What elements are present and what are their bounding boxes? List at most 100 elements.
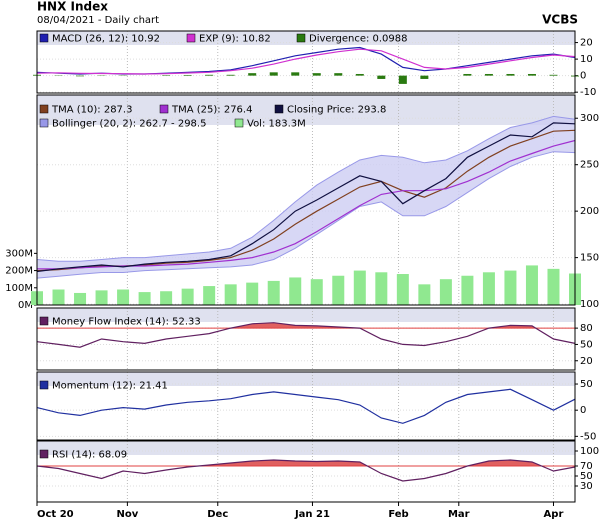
y-tick-label: 80 [580,323,593,334]
legend-label: RSI (14): 68.09 [52,450,127,461]
divergence-bar [484,73,493,76]
chart-subtitle: 08/04/2021 - Daily chart [37,15,159,26]
legend-swatch [159,104,169,114]
volume-bar [95,290,108,305]
divergence-bar [269,72,278,76]
bollinger-band [37,116,575,279]
y2-tick-label: 200M [5,266,33,277]
divergence-bar [527,73,536,76]
legend-strip [37,441,575,455]
y-tick-label: -50 [580,431,596,442]
volume-bar [289,277,302,305]
x-tick-label: Feb [388,509,408,520]
volume-bar [117,289,130,305]
y-tick-label: 300 [580,113,599,124]
legend-swatch [39,316,49,326]
volume-bar [52,289,65,305]
legend-swatch [274,104,284,114]
y-tick-label: 70 [580,461,593,472]
legend-label: Momentum (12): 21.41 [52,381,168,392]
legend-strip [37,31,575,45]
series-line [36,122,576,273]
x-tick-label: Apr [544,509,564,520]
legend-swatch [39,449,49,459]
volume-bar [418,284,431,305]
series-line [36,48,576,75]
legend-swatch [39,104,49,114]
y-tick-label: 250 [580,160,599,171]
x-tick-label: Nov [117,509,139,520]
y-tick-label: 100 [580,299,599,310]
divergence-bar [355,73,364,76]
y2-tick-label: 0M [18,300,33,311]
legend-label: Closing Price: 293.8 [287,105,386,116]
y-tick-label: 50 [580,379,593,390]
volume-bar [267,280,280,305]
volume-bar [246,282,259,305]
y-tick-label: 50 [580,471,593,482]
divergence-bar [312,73,321,76]
y-tick-label: 30 [580,481,593,492]
y2-tick-label: 100M [5,283,33,294]
divergence-bar [226,74,235,76]
y-tick-label: 10 [580,54,593,65]
volume-bar [439,279,452,305]
y2-tick-label: 300M [5,248,33,259]
bollinger-lower [36,151,576,279]
x-tick-label: Oct 20 [37,509,74,520]
volume-bar [203,286,216,305]
panel-frame [36,440,576,503]
y-tick-label: 0 [580,405,586,416]
volume-bar [482,272,495,305]
legend-swatch [234,118,244,128]
legend-label: Vol: 183.3M [247,119,306,130]
legend-strip [37,308,575,322]
volume-bar [547,268,560,305]
divergence-bar [76,75,85,77]
legend-swatch [296,33,306,43]
volume-bar [332,275,345,305]
volume-bar [525,265,538,305]
volume-bar [353,270,366,305]
legend-strip [37,372,575,386]
y-tick-label: 200 [580,206,599,217]
divergence-bar [334,73,343,76]
volume-bar [375,272,388,305]
legend-swatch [186,33,196,43]
y-tick-label: 0 [580,71,586,82]
overbought-area [37,322,575,329]
legend-swatch [39,33,49,43]
panel-frame [36,307,576,371]
overbought-area [37,460,575,466]
legend-swatch [39,118,49,128]
chart-title: HNX Index [37,0,108,14]
panel-frame [36,30,576,94]
divergence-bar [377,75,386,79]
y-tick-label: 20 [580,38,593,49]
volume-bar [504,270,517,305]
x-tick-label: Dec [207,509,228,520]
bollinger-upper [36,115,576,262]
legend-label: EXP (9): 10.82 [199,34,271,45]
legend-strip [37,95,575,125]
volume-bar [310,279,323,305]
series-line [36,322,576,348]
x-tick-label: Mar [448,509,470,520]
volume-bar [181,288,194,305]
volume-bar [138,292,151,305]
divergence-bar [398,75,407,84]
volume-bar [160,291,173,305]
series-line [36,388,576,424]
divergence-bar [549,74,558,76]
y-tick-label: -10 [580,87,596,98]
panel-frame [36,94,576,306]
divergence-bar [205,74,214,76]
legend-label: Bollinger (20, 2): 262.7 - 298.5 [52,119,206,130]
divergence-bar [248,73,257,76]
y-tick-label: 20 [580,356,593,367]
volume-bar [74,292,87,305]
y-tick-label: 100 [580,446,599,457]
legend-swatch [39,380,49,390]
y-tick-label: 150 [580,253,599,264]
x-tick-label: Jan 21 [294,509,330,520]
